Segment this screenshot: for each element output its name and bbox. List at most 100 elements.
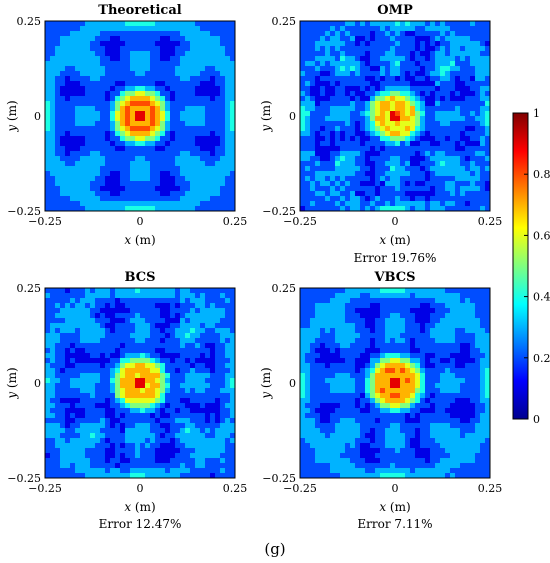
heat-cell xyxy=(185,418,191,424)
heat-cell xyxy=(335,181,341,187)
heat-cell xyxy=(465,26,471,32)
heat-cell xyxy=(455,91,461,97)
heat-cell xyxy=(385,31,391,37)
heat-cell xyxy=(365,463,371,469)
heat-cell xyxy=(485,196,491,202)
heat-cell xyxy=(150,288,156,294)
heat-cell xyxy=(115,81,121,87)
heat-cell xyxy=(130,443,136,449)
heat-cell xyxy=(340,126,346,132)
heat-cell xyxy=(210,288,216,294)
heat-cell xyxy=(385,171,391,177)
heat-cell xyxy=(480,146,486,152)
heat-cell xyxy=(130,328,136,334)
heat-cell xyxy=(390,26,396,32)
heat-cell xyxy=(90,448,96,454)
heat-cell xyxy=(45,383,51,389)
heat-cell xyxy=(385,186,391,192)
heat-cell xyxy=(110,298,116,304)
heat-cell xyxy=(95,156,101,162)
heat-cell xyxy=(460,71,466,77)
heat-cell xyxy=(85,26,91,32)
heat-cell xyxy=(355,201,361,207)
heat-cell xyxy=(375,191,381,197)
heat-cell xyxy=(90,31,96,37)
heat-cell xyxy=(395,36,401,42)
heat-cell xyxy=(205,121,211,127)
heat-cell xyxy=(225,151,231,157)
heat-cell xyxy=(455,131,461,137)
heat-cell xyxy=(230,86,236,92)
heat-cell xyxy=(155,151,161,157)
heat-cell xyxy=(370,91,376,97)
heat-cell xyxy=(75,298,81,304)
heat-cell xyxy=(435,106,441,112)
heat-cell xyxy=(125,76,131,82)
heat-cell xyxy=(305,131,311,137)
heat-cell xyxy=(145,76,151,82)
heat-cell xyxy=(110,41,116,47)
heat-cell xyxy=(220,151,226,157)
heat-cell xyxy=(185,338,191,344)
heat-cell xyxy=(370,318,376,324)
heat-cell xyxy=(315,51,321,57)
heat-cell xyxy=(400,96,406,102)
x-tick-label: 0.25 xyxy=(478,215,503,228)
heat-cell xyxy=(370,121,376,127)
heat-cell xyxy=(175,116,181,122)
heat-cell xyxy=(225,136,231,142)
heat-cell xyxy=(335,393,341,399)
heat-cell xyxy=(315,36,321,42)
heat-cell xyxy=(65,408,71,414)
heat-cell xyxy=(325,121,331,127)
heat-cell xyxy=(365,86,371,92)
heat-cell xyxy=(430,36,436,42)
heat-cell xyxy=(325,333,331,339)
heat-cell xyxy=(470,121,476,127)
heat-cell xyxy=(305,368,311,374)
heat-cell xyxy=(375,343,381,349)
heat-cell xyxy=(480,76,486,82)
heat-cell xyxy=(225,66,231,72)
heat-cell xyxy=(315,136,321,142)
heat-cell xyxy=(50,438,56,444)
heat-cell xyxy=(50,161,56,167)
heat-cell xyxy=(480,121,486,127)
heat-cell xyxy=(60,186,66,192)
heat-cell xyxy=(180,46,186,52)
heat-cell xyxy=(230,408,236,414)
heat-cell xyxy=(135,308,141,314)
heat-cell xyxy=(60,191,66,197)
heat-cell xyxy=(215,91,221,97)
heat-cell xyxy=(190,458,196,464)
heat-cell xyxy=(345,41,351,47)
heat-cell xyxy=(210,413,216,419)
heat-cell xyxy=(475,181,481,187)
heat-cell xyxy=(175,26,181,32)
heat-cell xyxy=(60,151,66,157)
heat-cell xyxy=(125,66,131,72)
heat-cell xyxy=(50,81,56,87)
heat-cell xyxy=(200,378,206,384)
heat-cell xyxy=(300,61,306,67)
heat-cell xyxy=(385,101,391,107)
heat-cell xyxy=(330,458,336,464)
heat-cell xyxy=(335,298,341,304)
heat-cell xyxy=(125,131,131,137)
heat-cell xyxy=(325,328,331,334)
heat-cell xyxy=(135,413,141,419)
heat-cell xyxy=(305,81,311,87)
heat-cell xyxy=(45,141,51,147)
heat-cell xyxy=(135,181,141,187)
heat-cell xyxy=(120,201,126,207)
heat-cell xyxy=(210,141,216,147)
heat-cell xyxy=(335,303,341,309)
heat-cell xyxy=(315,358,321,364)
heat-cell xyxy=(220,41,226,47)
heat-cell xyxy=(105,468,111,474)
heat-cell xyxy=(150,26,156,32)
heat-cell xyxy=(75,66,81,72)
heat-cell xyxy=(345,308,351,314)
heat-cell xyxy=(155,408,161,414)
heat-cell xyxy=(115,378,121,384)
